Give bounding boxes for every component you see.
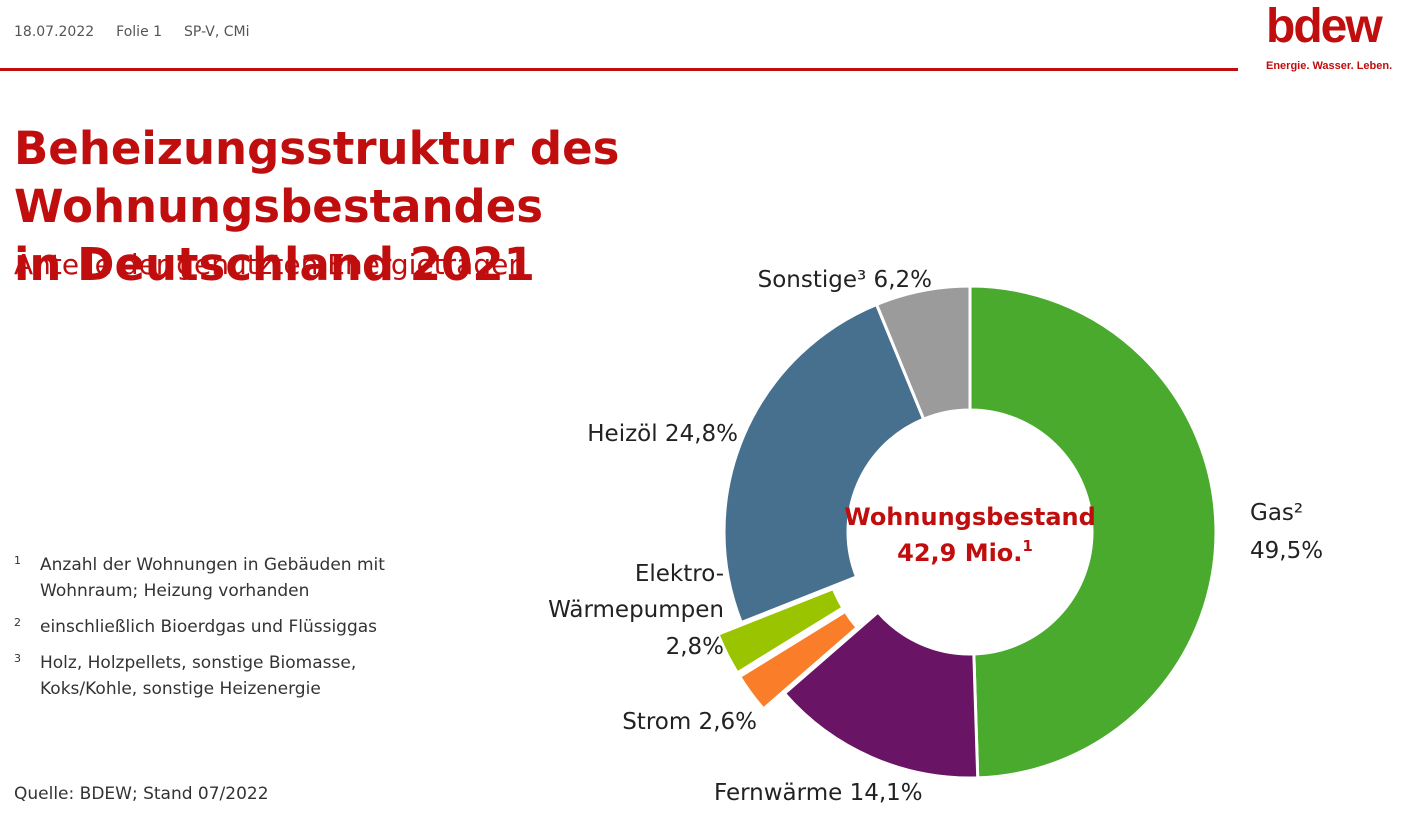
slide-author: SP-V, CMi bbox=[184, 24, 250, 40]
label-strom: Strom 2,6% bbox=[622, 709, 757, 735]
footnote-number: 1 bbox=[14, 554, 21, 567]
label-gas-name: Gas² bbox=[1250, 500, 1303, 526]
bdew-logo: bdew Energie. Wasser. Leben. bbox=[1266, 0, 1406, 74]
slide-date: 18.07.2022 bbox=[14, 24, 95, 40]
footnote-text: Holz, Holzpellets, sonstige Biomasse, Ko… bbox=[40, 653, 357, 699]
label-wp-line2: Wärmepumpen bbox=[548, 597, 724, 623]
donut-slice-0 bbox=[968, 284, 1218, 780]
footnote-item: 1 Anzahl der Wohnungen in Gebäuden mit W… bbox=[14, 552, 394, 604]
donut-slices bbox=[716, 284, 1218, 780]
footnote-text: Anzahl der Wohnungen in Gebäuden mit Woh… bbox=[40, 555, 385, 601]
center-label-line2: 42,9 Mio.1 bbox=[897, 537, 1033, 567]
label-wp-line3: 2,8% bbox=[666, 634, 724, 660]
footnote-number: 2 bbox=[14, 616, 21, 629]
center-label-value: 42,9 Mio. bbox=[897, 539, 1022, 567]
label-heizoel: Heizöl 24,8% bbox=[587, 421, 738, 447]
logo-tagline: Energie. Wasser. Leben. bbox=[1266, 60, 1393, 72]
title-line-1: Beheizungsstruktur des Wohnungsbestandes bbox=[14, 122, 620, 233]
page-subtitle: Anteile der genutzten Energieträger bbox=[14, 248, 520, 281]
logo-wordmark: bdew bbox=[1266, 0, 1383, 53]
donut-slice-3 bbox=[716, 586, 846, 675]
page-title: Beheizungsstruktur des Wohnungsbestandes… bbox=[14, 120, 1114, 294]
footnote-number: 3 bbox=[14, 652, 21, 665]
label-gas-value: 49,5% bbox=[1250, 538, 1323, 564]
source-note: Quelle: BDEW; Stand 07/2022 bbox=[14, 784, 269, 804]
center-label-line1: Wohnungsbestand bbox=[844, 503, 1096, 531]
slide-meta: 18.07.2022 Folie 1 SP-V, CMi bbox=[14, 24, 272, 40]
footnote-item: 3 Holz, Holzpellets, sonstige Biomasse, … bbox=[14, 650, 394, 702]
label-sonstige: Sonstige³ 6,2% bbox=[758, 267, 932, 293]
label-fernwaerme: Fernwärme 14,1% bbox=[714, 780, 923, 806]
slide-number: Folie 1 bbox=[116, 24, 163, 40]
donut-slice-5 bbox=[874, 284, 972, 422]
donut-slice-2 bbox=[737, 609, 860, 712]
footnote-text: einschließlich Bioerdgas und Flüssiggas bbox=[40, 617, 378, 637]
center-label-superscript: 1 bbox=[1022, 537, 1032, 555]
footnote-item: 2 einschließlich Bioerdgas und Flüssigga… bbox=[14, 614, 394, 640]
title-line-2: in Deutschland 2021 bbox=[14, 238, 535, 291]
label-wp-line1: Elektro- bbox=[635, 561, 724, 587]
footnotes: 1 Anzahl der Wohnungen in Gebäuden mit W… bbox=[14, 552, 394, 712]
donut-slice-1 bbox=[782, 609, 980, 780]
header-rule bbox=[0, 68, 1238, 71]
donut-slice-4 bbox=[722, 302, 926, 625]
